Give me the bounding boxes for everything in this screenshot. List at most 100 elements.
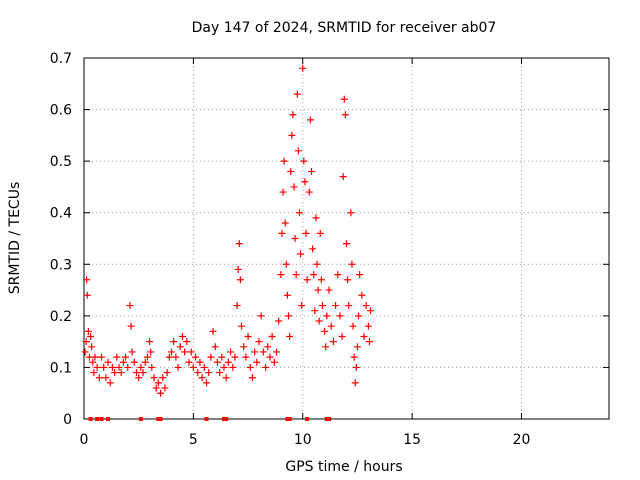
data-point xyxy=(104,358,112,366)
data-point xyxy=(246,363,254,371)
data-point xyxy=(200,363,208,371)
data-point xyxy=(207,353,215,361)
data-point xyxy=(297,250,305,258)
data-point xyxy=(157,389,165,397)
chart-title: Day 147 of 2024, SRMTID for receiver ab0… xyxy=(192,20,497,36)
data-point xyxy=(308,167,315,175)
data-point xyxy=(203,379,210,387)
data-point xyxy=(264,343,272,351)
data-point xyxy=(127,322,135,330)
y-tick-label: 0.4 xyxy=(50,206,72,222)
data-point xyxy=(303,276,311,284)
data-point xyxy=(152,384,160,392)
data-point xyxy=(108,363,116,371)
data-point xyxy=(161,384,169,392)
data-point xyxy=(253,358,261,366)
data-point xyxy=(300,157,308,165)
data-point xyxy=(143,353,151,361)
data-point xyxy=(365,338,373,346)
baseline-mark xyxy=(224,417,229,421)
data-point xyxy=(329,338,337,346)
data-point xyxy=(336,312,344,320)
y-axis-label: SRMTID / TECUs xyxy=(7,182,23,295)
baseline-mark xyxy=(324,417,329,421)
data-point xyxy=(205,369,213,377)
data-point xyxy=(130,358,138,366)
data-point xyxy=(325,286,333,294)
data-point xyxy=(311,307,319,315)
data-point xyxy=(367,307,375,315)
data-point xyxy=(285,312,293,320)
data-point xyxy=(257,312,265,320)
data-point xyxy=(318,302,326,310)
data-point xyxy=(189,363,197,371)
data-point xyxy=(178,332,186,340)
data-point xyxy=(355,312,363,320)
data-point xyxy=(309,245,317,253)
data-point xyxy=(222,374,230,382)
data-point xyxy=(273,348,280,356)
data-point xyxy=(327,322,335,330)
data-point xyxy=(314,286,322,294)
data-point xyxy=(218,353,226,361)
data-point xyxy=(119,358,127,366)
data-point xyxy=(281,219,289,227)
data-point xyxy=(227,348,235,356)
data-point xyxy=(295,209,303,217)
data-point xyxy=(344,276,352,284)
data-point xyxy=(216,369,224,377)
data-point xyxy=(102,374,110,382)
x-tick-label: 5 xyxy=(189,432,198,448)
scatter-points xyxy=(81,64,375,397)
y-tick-label: 0.5 xyxy=(50,154,72,170)
data-point xyxy=(280,157,288,165)
data-point xyxy=(301,178,309,186)
data-point xyxy=(312,214,320,222)
data-point xyxy=(115,363,123,371)
data-point xyxy=(141,358,149,366)
data-point xyxy=(351,379,359,387)
baseline-mark xyxy=(88,417,93,421)
data-point xyxy=(289,111,297,119)
y-tick-label: 0.1 xyxy=(50,360,72,376)
data-point xyxy=(198,374,206,382)
data-point xyxy=(244,332,252,340)
data-point xyxy=(170,338,178,346)
data-point xyxy=(348,260,356,268)
data-point xyxy=(106,379,114,387)
data-point xyxy=(183,338,191,346)
baseline-mark xyxy=(99,417,104,421)
baseline-mark xyxy=(287,417,292,421)
data-point xyxy=(229,363,237,371)
data-point xyxy=(98,353,105,361)
data-point xyxy=(298,302,306,310)
y-tick-label: 0.7 xyxy=(50,51,72,67)
data-point xyxy=(353,343,361,351)
data-point xyxy=(349,322,357,330)
data-point xyxy=(288,131,296,139)
data-point xyxy=(194,369,202,377)
axis-tick-labels: 0 5 10 15 20 0 0.1 0.2 0.3 0.4 0.5 0.6 0.7 xyxy=(50,51,531,448)
data-point xyxy=(316,229,324,237)
data-point xyxy=(213,358,221,366)
data-point xyxy=(148,363,156,371)
data-point xyxy=(266,353,274,361)
data-point xyxy=(159,374,167,382)
data-point xyxy=(88,343,96,351)
data-point xyxy=(168,348,175,356)
data-point xyxy=(124,363,132,371)
data-point xyxy=(332,302,340,310)
data-point xyxy=(275,317,283,325)
data-point xyxy=(211,343,219,351)
x-tick-label: 15 xyxy=(403,432,421,448)
data-point xyxy=(248,374,256,382)
data-point xyxy=(220,363,228,371)
data-point xyxy=(126,302,134,310)
data-point xyxy=(323,312,331,320)
data-point xyxy=(133,369,140,377)
data-point xyxy=(91,353,99,361)
data-point xyxy=(231,353,239,361)
data-point xyxy=(122,353,130,361)
data-point xyxy=(176,343,184,351)
data-point xyxy=(362,302,370,310)
